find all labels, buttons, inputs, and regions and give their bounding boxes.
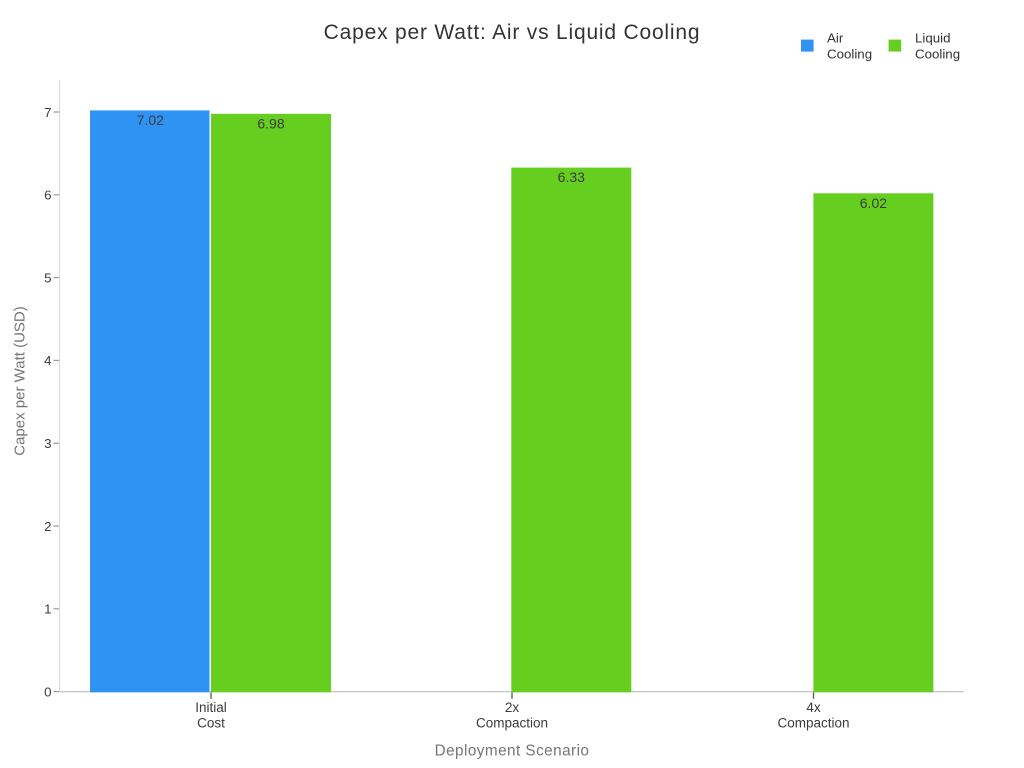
svg-text:Air: Air	[827, 31, 844, 46]
svg-text:6.02: 6.02	[860, 195, 887, 211]
svg-text:Cooling: Cooling	[827, 47, 872, 62]
svg-text:6.98: 6.98	[257, 115, 284, 131]
svg-text:Capex per Watt (USD): Capex per Watt (USD)	[11, 306, 28, 455]
svg-text:6: 6	[44, 188, 51, 203]
svg-text:7.02: 7.02	[137, 112, 164, 128]
svg-text:Cooling: Cooling	[915, 47, 960, 62]
svg-text:1: 1	[44, 602, 51, 617]
svg-text:4: 4	[44, 353, 51, 368]
svg-text:Initial: Initial	[195, 700, 227, 715]
svg-text:0: 0	[44, 684, 51, 699]
svg-text:7: 7	[44, 105, 51, 120]
svg-text:4x: 4x	[806, 700, 821, 715]
svg-text:6.33: 6.33	[558, 169, 585, 185]
svg-text:5: 5	[44, 270, 51, 285]
svg-text:2x: 2x	[505, 700, 520, 715]
svg-text:Compaction: Compaction	[476, 716, 548, 731]
svg-text:2: 2	[44, 519, 51, 534]
svg-text:Compaction: Compaction	[777, 716, 849, 731]
svg-text:Deployment Scenario: Deployment Scenario	[435, 742, 590, 759]
svg-text:Liquid: Liquid	[915, 31, 951, 46]
svg-text:3: 3	[44, 436, 51, 451]
svg-text:Cost: Cost	[197, 716, 225, 731]
svg-text:Capex per Watt: Air vs Liquid: Capex per Watt: Air vs Liquid Cooling	[324, 21, 701, 44]
